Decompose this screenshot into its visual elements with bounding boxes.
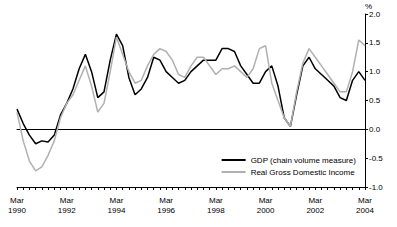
svg-text:Mar: Mar [358, 196, 372, 205]
svg-text:Real Gross Domestic Income: Real Gross Domestic Income [251, 168, 356, 177]
svg-text:GDP (chain volume measure): GDP (chain volume measure) [251, 156, 357, 165]
svg-text:Mar: Mar [259, 196, 273, 205]
svg-text:-1.0: -1.0 [369, 183, 383, 192]
svg-text:1990: 1990 [8, 206, 26, 215]
svg-text:1998: 1998 [207, 206, 225, 215]
svg-text:Mar: Mar [60, 196, 74, 205]
svg-text:Mar: Mar [308, 196, 322, 205]
svg-text:2002: 2002 [306, 206, 324, 215]
svg-text:1992: 1992 [58, 206, 76, 215]
svg-text:0.0: 0.0 [369, 125, 381, 134]
svg-text:2.0: 2.0 [369, 10, 381, 19]
svg-text:Mar: Mar [159, 196, 173, 205]
svg-text:1.5: 1.5 [369, 38, 381, 47]
svg-text:Mar: Mar [110, 196, 124, 205]
svg-text:1996: 1996 [157, 206, 175, 215]
svg-text:1.0: 1.0 [369, 67, 381, 76]
svg-text:Mar: Mar [10, 196, 24, 205]
svg-text:0.5: 0.5 [369, 96, 381, 105]
svg-text:1994: 1994 [108, 206, 126, 215]
svg-text:2000: 2000 [257, 206, 275, 215]
svg-text:-0.5: -0.5 [369, 154, 383, 163]
svg-text:Mar: Mar [209, 196, 223, 205]
svg-text:2004: 2004 [356, 206, 374, 215]
